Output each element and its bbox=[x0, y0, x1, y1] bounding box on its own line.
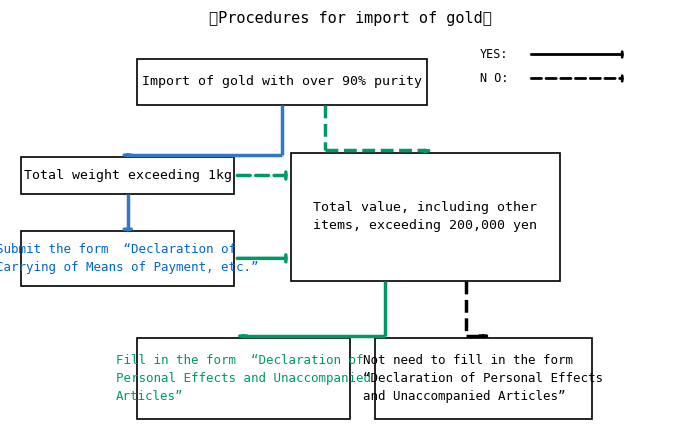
FancyBboxPatch shape bbox=[374, 338, 592, 419]
FancyBboxPatch shape bbox=[136, 338, 350, 419]
Text: Not need to fill in the form
“Declaration of Personal Effects
and Unaccompanied : Not need to fill in the form “Declaratio… bbox=[363, 354, 603, 403]
Text: Fill in the form  “Declaration of
Personal Effects and Unaccompanied
Articles”: Fill in the form “Declaration of Persona… bbox=[116, 354, 371, 403]
Text: 【Procedures for import of gold】: 【Procedures for import of gold】 bbox=[209, 11, 491, 26]
FancyBboxPatch shape bbox=[21, 231, 235, 286]
Text: Import of gold with over 90% purity: Import of gold with over 90% purity bbox=[141, 75, 421, 88]
Text: N O:: N O: bbox=[480, 72, 508, 85]
Text: Total value, including other
items, exceeding 200,000 yen: Total value, including other items, exce… bbox=[313, 201, 538, 232]
FancyBboxPatch shape bbox=[136, 59, 427, 105]
FancyBboxPatch shape bbox=[290, 153, 560, 281]
Text: Total weight exceeding 1kg: Total weight exceeding 1kg bbox=[24, 169, 232, 182]
Text: Submit the form  “Declaration of
Carrying of Means of Payment, etc.”: Submit the form “Declaration of Carrying… bbox=[0, 243, 259, 274]
Text: YES:: YES: bbox=[480, 48, 508, 61]
FancyBboxPatch shape bbox=[21, 157, 235, 194]
